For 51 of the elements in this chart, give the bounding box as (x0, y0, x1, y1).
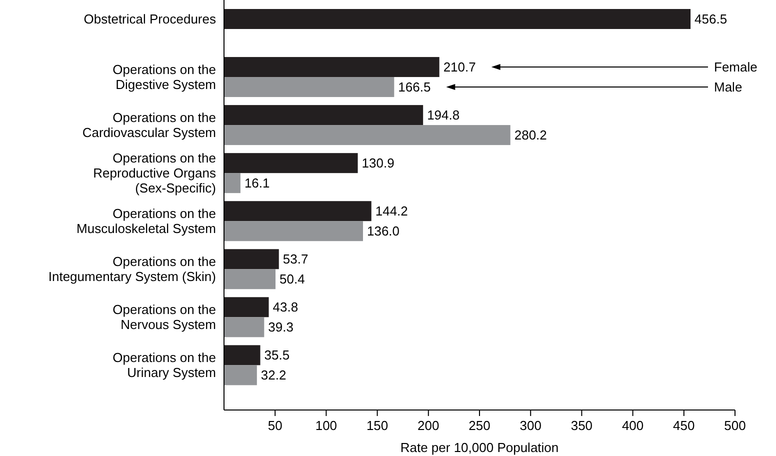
text: Male (714, 80, 742, 95)
y-tick-label: Operations on the Nervous System (112, 302, 216, 332)
text: Female (714, 60, 758, 75)
bar (224, 365, 257, 386)
x-tick-label: 400 (622, 418, 644, 433)
data-label: 35.5 (264, 348, 290, 363)
x-tick-label: 50 (268, 418, 282, 433)
x-tick-label: 250 (468, 418, 490, 433)
data-label: 144.2 (375, 204, 408, 219)
y-tick-label: Operations on the Cardiovascular System (82, 110, 216, 140)
y-tick-label: Operations on the Musculoskeletal System (76, 206, 216, 236)
bar (224, 105, 424, 126)
data-label: 32.2 (260, 368, 286, 383)
data-label: 210.7 (443, 60, 476, 75)
y-tick-label: Operations on the Digestive System (112, 62, 216, 92)
bar (224, 317, 264, 338)
y-tick-label: Obstetrical Procedures (84, 12, 216, 27)
bar (224, 221, 363, 242)
data-label: 43.8 (272, 300, 298, 315)
data-label: 194.8 (427, 108, 460, 123)
bar (224, 77, 394, 98)
bar (224, 201, 372, 222)
data-label: 166.5 (398, 80, 431, 95)
data-label: 50.4 (280, 272, 305, 287)
y-tick-label: Operations on the Reproductive Organs (Sex-Specific) (93, 150, 216, 196)
bar (224, 57, 440, 78)
data-label: 280.2 (514, 128, 547, 143)
data-label: 130.9 (362, 156, 394, 171)
bar (224, 297, 269, 318)
data-label: 16.1 (244, 176, 270, 191)
x-tick-label: 350 (570, 418, 593, 433)
x-axis-title: Rate per 10,000 Population (400, 440, 559, 455)
bar (224, 173, 240, 194)
y-tick-label: Operations on the Urinary System (112, 350, 216, 380)
data-label: 136.0 (366, 224, 400, 239)
x-tick-label: 200 (418, 418, 440, 433)
y-tick-label: Operations on the Integumentary System (Skin) (48, 254, 216, 284)
x-tick-label: 300 (520, 418, 542, 433)
x-tick-label: 500 (724, 418, 746, 433)
bar (224, 125, 510, 146)
data-label: 39.3 (268, 320, 294, 335)
x-tick-label: 100 (315, 418, 338, 433)
bar (224, 153, 358, 174)
x-tick-label: 450 (673, 418, 695, 433)
bar (224, 269, 276, 290)
bar (224, 345, 260, 366)
x-tick-label: 150 (366, 418, 388, 433)
bar (224, 249, 279, 270)
data-label: 53.7 (282, 252, 308, 267)
data-label: 456.5 (694, 12, 728, 27)
bar (224, 9, 691, 29)
